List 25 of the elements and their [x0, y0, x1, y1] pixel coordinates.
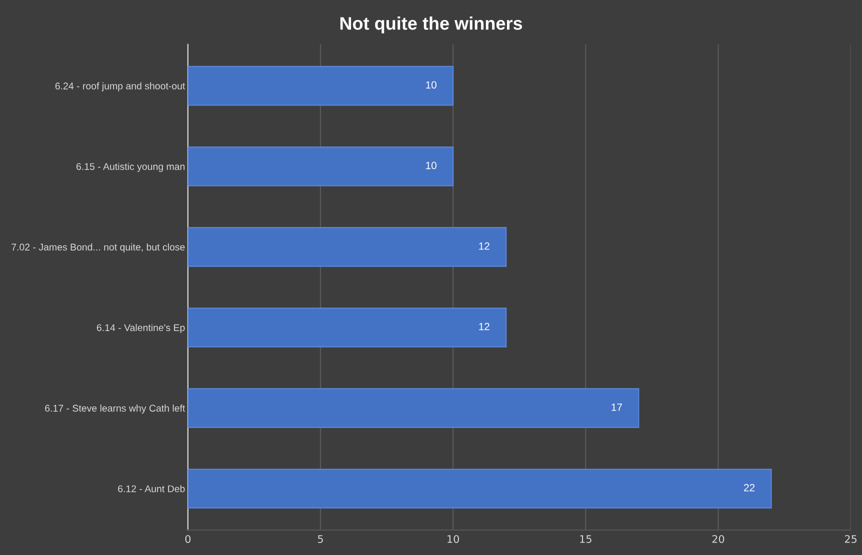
- y-tick-label: 6.12 - Aunt Deb: [118, 485, 185, 492]
- x-tick-label: 25: [844, 535, 857, 543]
- data-label: 12: [479, 322, 490, 330]
- chart-title: Not quite the winners: [340, 16, 522, 34]
- bar: [188, 146, 454, 186]
- data-label: 12: [479, 242, 490, 250]
- bar: [188, 308, 507, 348]
- x-tick-label: 20: [712, 535, 724, 543]
- y-tick-label: 6.14 - Valentine's Ep: [96, 324, 185, 334]
- bar: [188, 468, 772, 509]
- y-tick-label: 6.15 - Autistic young man: [76, 162, 185, 172]
- x-tick-label: 0: [185, 535, 191, 543]
- x-tick-label: 15: [580, 535, 592, 543]
- bar: [188, 388, 640, 428]
- x-tick-label: 10: [448, 535, 460, 543]
- data-label: 17: [612, 404, 622, 411]
- bar: [188, 66, 454, 106]
- y-tick-label: 6.24 - roof jump and shoot-out: [55, 82, 186, 92]
- data-label: 10: [426, 162, 436, 170]
- y-tick-label: 6.17 - Steve learns why Cath left: [45, 404, 186, 414]
- bar: [188, 227, 507, 267]
- y-tick-label: 7.02 - James Bond... not quite, but close: [12, 243, 185, 252]
- x-tick-label: 5: [318, 535, 323, 543]
- data-label: 10: [426, 81, 436, 89]
- data-label: 22: [744, 484, 755, 492]
